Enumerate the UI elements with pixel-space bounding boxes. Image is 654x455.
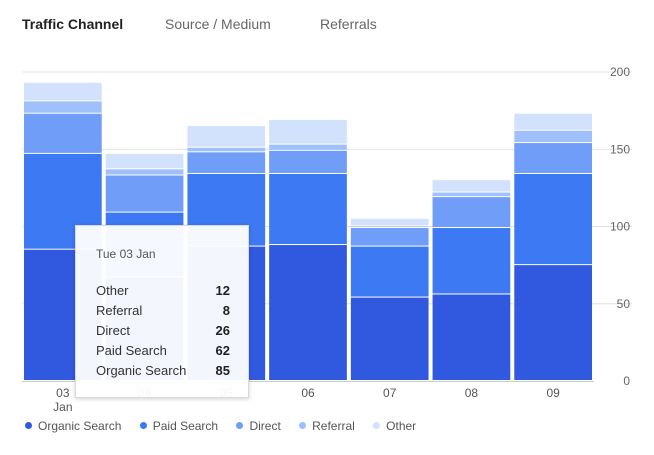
bar-segment — [105, 153, 184, 169]
bar-segment — [432, 180, 511, 192]
tooltip-row-paid-search: Paid Search 62 — [96, 341, 230, 361]
bar-segment — [187, 147, 266, 152]
tooltip-row-referral: Referral 8 — [96, 301, 230, 321]
bar-segment — [432, 197, 511, 228]
chart-legend: Organic Search Paid Search Direct Referr… — [25, 419, 431, 437]
tooltip-row-organic-search: Organic Search 85 — [96, 361, 230, 381]
chart-tooltip: Tue 03 Jan Other 12 Referral 8 Direct 26… — [75, 225, 249, 398]
bar-segment — [187, 152, 266, 173]
bar-segment — [269, 245, 347, 380]
tooltip-row-value: 26 — [215, 323, 230, 338]
tooltip-row-label: Organic Search — [96, 363, 187, 378]
bar-segment — [269, 173, 347, 245]
bar-segment — [269, 144, 347, 150]
bar-segment — [24, 82, 102, 101]
x-tick-label: 06 — [301, 386, 315, 400]
bar-segment — [514, 265, 592, 380]
legend-label: Other — [386, 419, 417, 433]
y-tick-label: 50 — [617, 297, 631, 311]
x-tick-label: 08 — [465, 386, 479, 400]
tooltip-row-label: Paid Search — [96, 343, 167, 358]
legend-item-organic-search[interactable]: Organic Search — [25, 419, 121, 433]
tooltip-row-direct: Direct 26 — [96, 321, 230, 341]
tooltip-row-value: 12 — [215, 283, 230, 298]
bar-segment — [514, 173, 592, 265]
tooltip-row-label: Referral — [96, 303, 143, 318]
x-tick-sublabel: Jan — [53, 400, 72, 414]
tooltip-date: Tue 03 Jan — [96, 247, 156, 261]
bar-segment — [432, 192, 511, 197]
tooltip-row-value: 62 — [215, 343, 230, 358]
x-tick-label: 09 — [546, 386, 560, 400]
tooltip-rows: Other 12 Referral 8 Direct 26 Paid Searc… — [96, 281, 230, 381]
legend-dot-icon — [236, 422, 244, 429]
bar-segment — [514, 113, 592, 130]
bar-segment — [24, 113, 102, 153]
legend-item-other[interactable]: Other — [373, 419, 416, 433]
y-tick-label: 100 — [610, 220, 630, 234]
bar-segment — [350, 226, 429, 228]
legend-label: Organic Search — [38, 419, 122, 433]
legend-label: Paid Search — [152, 419, 219, 433]
bar-segment — [269, 119, 347, 144]
y-tick-label: 0 — [623, 374, 630, 388]
legend-dot-icon — [25, 422, 32, 429]
tooltip-row-value: 85 — [215, 363, 230, 378]
bar-segment — [350, 297, 429, 380]
bar-segment — [350, 228, 429, 246]
tab-referrals[interactable]: Referrals — [320, 16, 377, 32]
legend-dot-icon — [139, 422, 147, 429]
y-tick-label: 200 — [610, 65, 630, 79]
bar-segment — [432, 294, 511, 380]
bar-segment — [514, 130, 592, 143]
legend-item-direct[interactable]: Direct — [236, 419, 281, 433]
x-tick-label: 03 — [56, 386, 70, 400]
legend-item-referral[interactable]: Referral — [299, 419, 355, 433]
tooltip-row-label: Direct — [96, 323, 130, 338]
legend-item-paid-search[interactable]: Paid Search — [139, 419, 219, 433]
tab-source-medium[interactable]: Source / Medium — [165, 16, 271, 32]
bar-segment — [105, 169, 184, 175]
legend-label: Referral — [312, 419, 355, 433]
bar-segment — [24, 101, 102, 113]
y-tick-label: 150 — [610, 142, 630, 156]
bar-segment — [350, 246, 429, 297]
bar-segment — [269, 150, 347, 173]
tab-traffic-channel[interactable]: Traffic Channel — [22, 16, 124, 32]
legend-dot-icon — [299, 422, 307, 429]
tooltip-row-other: Other 12 — [96, 281, 230, 301]
bar-segment — [514, 143, 592, 173]
x-tick-label: 07 — [383, 386, 397, 400]
tooltip-row-label: Other — [96, 283, 129, 298]
bar-segment — [105, 175, 184, 212]
bar-segment — [432, 228, 511, 294]
chart-tabs: Traffic Channel Source / Medium Referral… — [0, 0, 654, 50]
legend-dot-icon — [373, 422, 381, 429]
tooltip-row-value: 8 — [222, 303, 230, 318]
legend-label: Direct — [249, 419, 281, 433]
bar-segment — [350, 218, 429, 226]
bar-segment — [187, 126, 266, 147]
